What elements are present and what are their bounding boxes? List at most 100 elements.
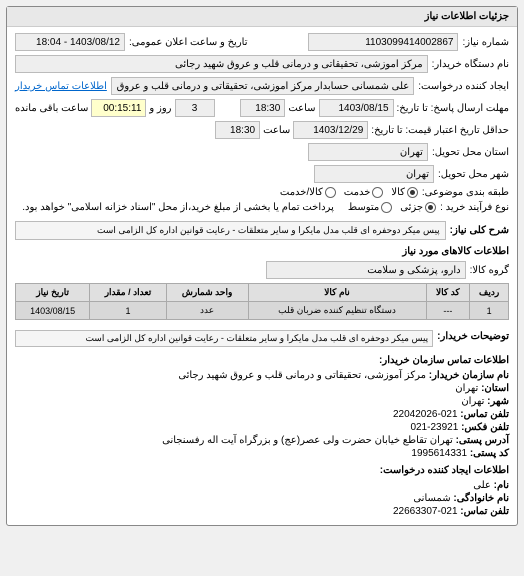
city-input[interactable]	[314, 165, 434, 183]
contact-org-row: نام سازمان خریدار: مرکز آموزشی، تحقیقاتی…	[15, 370, 509, 381]
radio-icon	[372, 187, 383, 198]
packaging-label: طبقه بندی موضوعی:	[422, 187, 509, 198]
creator-name-row: نام: علی	[15, 480, 509, 491]
remain-time-input	[91, 99, 146, 117]
org-label: نام سازمان خریدار:	[429, 370, 509, 381]
buyer-note-row: توضیحات خریدار: پیس میکر دوحفره ای قلب م…	[15, 326, 509, 347]
panel-body: شماره نیاز: تاریخ و ساعت اعلان عمومی: نا…	[7, 27, 517, 525]
radio-medium[interactable]: متوسط	[348, 202, 392, 213]
buyer-note: پیس میکر دوحفره ای قلب مدل مایکرا و سایر…	[15, 330, 433, 347]
validity-row: حداقل تاریخ اعتبار قیمت: تا تاریخ: ساعت	[15, 121, 509, 139]
buyer-note-label: توضیحات خریدار:	[437, 331, 509, 342]
time-label-2: ساعت	[263, 125, 290, 136]
announce-label: تاریخ و ساعت اعلان عمومی:	[129, 37, 248, 48]
contact-city-row: شهر: تهران	[15, 396, 509, 407]
province-label: استان محل تحویل:	[432, 147, 509, 158]
postal-label: کد پستی:	[470, 448, 509, 459]
radio-goods[interactable]: کالا	[391, 187, 418, 198]
radio-service[interactable]: خدمت	[344, 187, 384, 198]
th-code: کد کالا	[426, 284, 470, 302]
fax-label: تلفن فکس:	[461, 422, 509, 433]
c-phone-value: 021-22663307	[393, 506, 458, 517]
th-name: نام کالا	[248, 284, 426, 302]
name-value: علی	[473, 480, 491, 491]
cell-qty: 1	[90, 302, 166, 320]
cell-name: دستگاه تنظیم کننده ضربان قلب	[248, 302, 426, 320]
th-qty: تعداد / مقدار	[90, 284, 166, 302]
validity-date-input[interactable]	[293, 121, 368, 139]
radio-icon	[425, 202, 436, 213]
city-row: شهر محل تحویل:	[15, 165, 509, 183]
contact-section: اطلاعات تماس سازمان خریدار: نام سازمان خ…	[15, 355, 509, 517]
validity-time-input[interactable]	[215, 121, 260, 139]
remain-label: ساعت باقی مانده	[15, 103, 88, 114]
group-input[interactable]	[266, 261, 466, 279]
c-phone-label: تلفن تماس:	[460, 506, 509, 517]
need-number-row: شماره نیاز: تاریخ و ساعت اعلان عمومی:	[15, 33, 509, 51]
group-row: گروه کالا:	[15, 261, 509, 279]
amount-row: نوع فرآیند خرید : جزئی متوسط پرداخت تمام…	[15, 202, 509, 213]
announce-input[interactable]	[15, 33, 125, 51]
phone-value: 021-22042026	[393, 409, 458, 420]
cell-date: 1403/08/15	[16, 302, 90, 320]
address-label: آدرس پستی:	[456, 435, 509, 446]
contact-phone-row: تلفن تماس: 021-22042026	[15, 409, 509, 420]
contact-postal-row: کد پستی: 1995614331	[15, 448, 509, 459]
contact-province-row: استان: تهران	[15, 383, 509, 394]
th-date: تاریخ نیاز	[16, 284, 90, 302]
creator-label: ایجاد کننده درخواست:	[418, 81, 509, 92]
need-number-label: شماره نیاز:	[462, 37, 509, 48]
packaging-row: طبقه بندی موضوعی: کالا خدمت کالا/خدمت	[15, 187, 509, 198]
amount-radio-group: جزئی متوسط	[348, 202, 436, 213]
deadline-label: مهلت ارسال پاسخ: تا تاریخ:	[397, 103, 509, 114]
name-label: نام:	[494, 480, 509, 491]
packaging-radio-group: کالا خدمت کالا/خدمت	[280, 187, 418, 198]
details-panel: جزئیات اطلاعات نیاز شماره نیاز: تاریخ و …	[6, 6, 518, 526]
cell-unit: عدد	[166, 302, 248, 320]
cell-row: 1	[470, 302, 509, 320]
table-row[interactable]: 1 --- دستگاه تنظیم کننده ضربان قلب عدد 1…	[16, 302, 509, 320]
buyer-device-input[interactable]	[15, 55, 428, 73]
need-number-input[interactable]	[308, 33, 458, 51]
radio-goods-service[interactable]: کالا/خدمت	[280, 187, 336, 198]
creator-row: ایجاد کننده درخواست: اطلاعات تماس خریدار	[15, 77, 509, 95]
items-table: ردیف کد کالا نام کالا واحد شمارش تعداد /…	[15, 283, 509, 320]
city-label: شهر محل تحویل:	[438, 169, 509, 180]
fax-value: 23921-021	[410, 422, 458, 433]
deadline-time-input[interactable]	[240, 99, 285, 117]
c-city-label: شهر:	[487, 396, 509, 407]
phone-label: تلفن تماس:	[460, 409, 509, 420]
c-city-value: تهران	[461, 396, 484, 407]
deadline-date-input[interactable]	[319, 99, 394, 117]
c-province-value: تهران	[455, 383, 478, 394]
days-input[interactable]	[175, 99, 215, 117]
creator-phone-row: تلفن تماس: 021-22663307	[15, 506, 509, 517]
contact-link[interactable]: اطلاعات تماس خریدار	[15, 81, 107, 92]
th-row: ردیف	[470, 284, 509, 302]
payment-note: پرداخت تمام یا بخشی از مبلغ خرید،از محل …	[22, 202, 334, 213]
panel-title: جزئیات اطلاعات نیاز	[7, 7, 517, 27]
table-header-row: ردیف کد کالا نام کالا واحد شمارش تعداد /…	[16, 284, 509, 302]
deadline-row: مهلت ارسال پاسخ: تا تاریخ: ساعت روز و سا…	[15, 99, 509, 117]
group-label: گروه کالا:	[470, 265, 509, 276]
creator-input[interactable]	[111, 77, 414, 95]
address-value: تهران تقاطع خیابان حضرت ولی عصر(عج) و بز…	[162, 435, 453, 446]
contact-header: اطلاعات تماس سازمان خریدار:	[15, 355, 509, 366]
cell-code: ---	[426, 302, 470, 320]
c-province-label: استان:	[481, 383, 509, 394]
radio-low[interactable]: جزئی	[400, 202, 436, 213]
desc-label: شرح کلی نیاز:	[450, 225, 509, 236]
province-input[interactable]	[308, 143, 428, 161]
creator-family-row: نام خانوادگی: شمسانی	[15, 493, 509, 504]
creator-info-header: اطلاعات ایجاد کننده درخواست:	[15, 465, 509, 476]
time-label-1: ساعت	[288, 103, 315, 114]
province-row: استان محل تحویل:	[15, 143, 509, 161]
postal-value: 1995614331	[411, 448, 467, 459]
family-label: نام خانوادگی:	[453, 493, 509, 504]
radio-icon	[325, 187, 336, 198]
th-unit: واحد شمارش	[166, 284, 248, 302]
radio-icon	[381, 202, 392, 213]
contact-address-row: آدرس پستی: تهران تقاطع خیابان حضرت ولی ع…	[15, 435, 509, 446]
org-value: مرکز آموزشی، تحقیقاتی و درمانی قلب و عرو…	[178, 370, 426, 381]
buyer-device-label: نام دستگاه خریدار:	[432, 59, 509, 70]
